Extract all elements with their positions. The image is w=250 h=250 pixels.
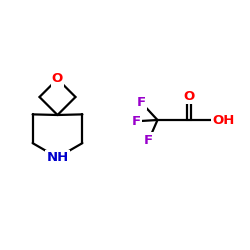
Text: F: F xyxy=(144,134,153,146)
Text: O: O xyxy=(52,72,63,86)
Text: O: O xyxy=(183,90,194,103)
Text: NH: NH xyxy=(46,151,68,164)
Text: OH: OH xyxy=(212,114,235,126)
Text: F: F xyxy=(137,96,146,109)
Text: F: F xyxy=(132,115,141,128)
